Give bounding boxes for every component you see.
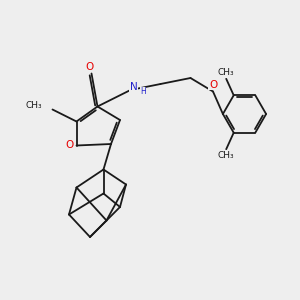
Text: O: O xyxy=(209,80,217,90)
Text: CH₃: CH₃ xyxy=(218,68,235,77)
Text: N: N xyxy=(130,82,137,92)
Text: H: H xyxy=(140,87,146,96)
Text: CH₃: CH₃ xyxy=(26,101,42,110)
Text: CH₃: CH₃ xyxy=(218,151,235,160)
Text: O: O xyxy=(66,140,74,151)
Text: O: O xyxy=(86,62,94,72)
